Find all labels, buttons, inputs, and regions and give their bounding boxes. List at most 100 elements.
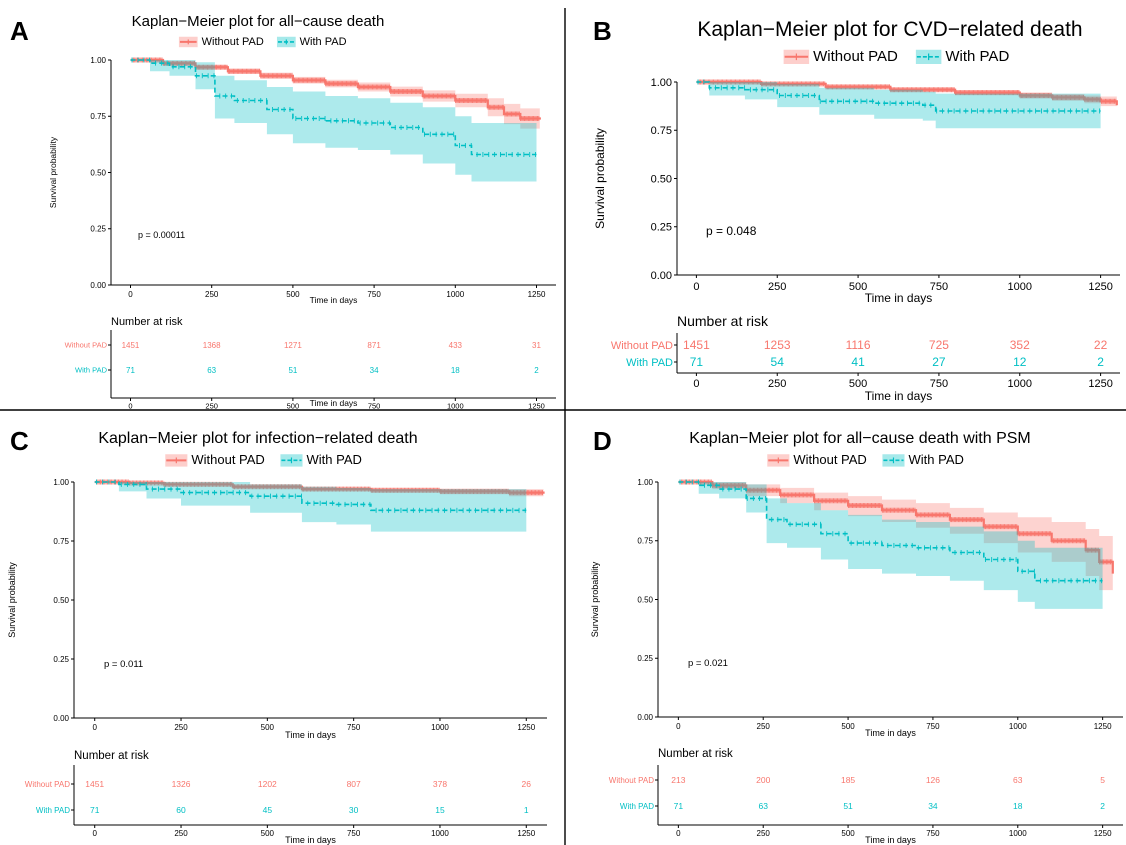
risk-table-title: Number at risk bbox=[74, 750, 149, 762]
risk-value: 30 bbox=[349, 805, 359, 815]
x-tick-label: 1000 bbox=[446, 290, 464, 299]
risk-value: 71 bbox=[674, 801, 684, 811]
risk-value: 5 bbox=[1100, 775, 1105, 785]
risk-table-title: Number at risk bbox=[677, 313, 769, 329]
y-tick-label: 0.50 bbox=[651, 173, 672, 185]
risk-x-tick-label: 750 bbox=[368, 402, 381, 411]
risk-row-label: Without PAD bbox=[609, 776, 654, 785]
risk-value: 1326 bbox=[172, 779, 191, 789]
risk-value: 1253 bbox=[764, 338, 791, 352]
risk-x-tick-label: 250 bbox=[205, 402, 218, 411]
legend-label: Without PAD bbox=[793, 452, 866, 467]
survival-line-with-pad bbox=[678, 481, 1103, 582]
panel-letter: C bbox=[10, 426, 29, 456]
risk-value: 126 bbox=[926, 775, 940, 785]
x-tick-label: 500 bbox=[286, 290, 300, 299]
risk-value: 18 bbox=[451, 366, 460, 375]
risk-value: 34 bbox=[928, 801, 938, 811]
risk-table-x-label: Time in days bbox=[865, 835, 916, 845]
risk-x-tick-label: 500 bbox=[849, 378, 867, 390]
y-tick-label: 0.75 bbox=[90, 112, 106, 121]
risk-value: 200 bbox=[756, 775, 770, 785]
risk-value: 51 bbox=[288, 366, 297, 375]
legend: Without PAD With PAD bbox=[767, 452, 964, 467]
risk-value: 34 bbox=[370, 366, 379, 375]
risk-x-tick-label: 250 bbox=[768, 378, 786, 390]
risk-value: 63 bbox=[1013, 775, 1023, 785]
ci-band-with-pad bbox=[130, 60, 537, 182]
panel-c: C Kaplan−Meier plot for infection−related… bbox=[7, 426, 547, 845]
panel-title: Kaplan−Meier plot for CVD−related death bbox=[697, 18, 1082, 41]
risk-value: 2 bbox=[1100, 801, 1105, 811]
risk-x-tick-label: 1000 bbox=[447, 402, 464, 411]
x-tick-label: 750 bbox=[930, 281, 948, 293]
risk-value: 352 bbox=[1010, 338, 1030, 352]
risk-row-label: Without PAD bbox=[65, 341, 108, 350]
y-axis-label: Survival probability bbox=[48, 136, 58, 208]
ci-band-with-pad bbox=[94, 482, 527, 532]
risk-value: 1202 bbox=[258, 779, 277, 789]
risk-value: 871 bbox=[367, 341, 381, 350]
panel-d: D Kaplan−Meier plot for all−cause death w… bbox=[590, 426, 1123, 845]
risk-row-label: With PAD bbox=[620, 802, 654, 811]
risk-value: 2 bbox=[1097, 355, 1104, 369]
p-value: p = 0.048 bbox=[706, 224, 757, 238]
x-axis-label: Time in days bbox=[285, 730, 336, 740]
y-axis-label: Survival probability bbox=[590, 561, 600, 637]
legend: Without PAD With PAD bbox=[178, 36, 347, 48]
panel-title: Kaplan−Meier plot for all−cause death wi… bbox=[689, 430, 1031, 447]
risk-value: 807 bbox=[347, 779, 361, 789]
legend-label: Without PAD bbox=[813, 48, 898, 65]
risk-x-tick-label: 1250 bbox=[517, 829, 535, 838]
risk-row-label: With PAD bbox=[626, 357, 673, 369]
x-axis-label: Time in days bbox=[865, 291, 933, 305]
risk-x-tick-label: 1000 bbox=[431, 829, 449, 838]
panel-b: B Kaplan−Meier plot for CVD−related death… bbox=[593, 16, 1120, 403]
x-tick-label: 250 bbox=[205, 290, 219, 299]
risk-x-tick-label: 1000 bbox=[1009, 829, 1027, 838]
y-tick-label: 0.00 bbox=[651, 270, 672, 282]
risk-row-label: Without PAD bbox=[611, 340, 673, 352]
risk-x-tick-label: 750 bbox=[930, 378, 948, 390]
risk-value: 71 bbox=[690, 355, 704, 369]
y-axis-label: Survival probability bbox=[593, 128, 607, 229]
x-tick-label: 750 bbox=[926, 722, 940, 731]
legend-label: Without PAD bbox=[191, 452, 264, 467]
legend-label: With PAD bbox=[300, 36, 347, 48]
x-tick-label: 500 bbox=[841, 722, 855, 731]
y-tick-label: 1.00 bbox=[637, 478, 653, 487]
x-tick-label: 1250 bbox=[1094, 722, 1112, 731]
x-tick-label: 500 bbox=[261, 723, 275, 732]
legend-label: With PAD bbox=[909, 452, 964, 467]
risk-x-tick-label: 250 bbox=[757, 829, 771, 838]
legend-label: With PAD bbox=[307, 452, 362, 467]
y-axis-label: Survival probability bbox=[7, 562, 17, 638]
survival-line-with-pad bbox=[94, 481, 527, 512]
risk-table-title: Number at risk bbox=[111, 316, 183, 328]
x-tick-label: 0 bbox=[128, 290, 133, 299]
risk-x-tick-label: 250 bbox=[174, 829, 188, 838]
x-tick-label: 1250 bbox=[528, 290, 546, 299]
risk-value: 2 bbox=[534, 366, 539, 375]
y-tick-label: 0.75 bbox=[637, 537, 653, 546]
y-tick-label: 0.25 bbox=[53, 655, 69, 664]
y-tick-label: 0.00 bbox=[637, 713, 653, 722]
panel-letter: B bbox=[593, 16, 612, 46]
panel-letter: A bbox=[10, 16, 29, 46]
risk-x-tick-label: 0 bbox=[693, 378, 699, 390]
x-axis-label: Time in days bbox=[865, 728, 916, 738]
x-tick-label: 0 bbox=[676, 722, 681, 731]
risk-x-tick-label: 1000 bbox=[1008, 378, 1032, 390]
risk-x-tick-label: 750 bbox=[926, 829, 940, 838]
risk-value: 31 bbox=[532, 341, 541, 350]
y-tick-label: 0.00 bbox=[53, 714, 69, 723]
risk-value: 51 bbox=[843, 801, 853, 811]
risk-value: 71 bbox=[90, 805, 100, 815]
x-tick-label: 1000 bbox=[1009, 722, 1027, 731]
risk-value: 71 bbox=[126, 366, 135, 375]
risk-value: 12 bbox=[1013, 355, 1027, 369]
risk-x-tick-label: 750 bbox=[347, 829, 361, 838]
y-tick-label: 0.25 bbox=[637, 654, 653, 663]
x-tick-label: 750 bbox=[367, 290, 381, 299]
